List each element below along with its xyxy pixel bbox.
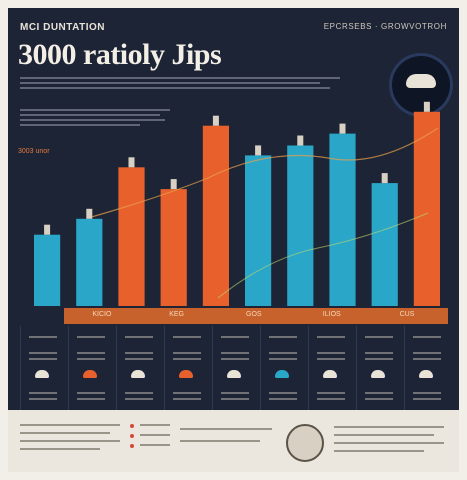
bar-figure-icon-6: [255, 145, 262, 156]
corner-tag: EPCRSEBS · GROWVOTROH: [323, 22, 447, 31]
bar-figure-icon-10: [423, 101, 430, 112]
stripe-label-1: KICIO: [92, 311, 112, 318]
cell-icon-3: [131, 370, 145, 378]
cloud-icon: [406, 74, 436, 88]
bar-figure-icon-3: [128, 157, 135, 168]
cloud-badge-icon: [392, 56, 450, 114]
bar-chart: [34, 101, 440, 306]
cell-icon-7: [323, 370, 337, 378]
stripe-label-4: ILIOS: [322, 311, 341, 318]
stripe-label-3: GOS: [246, 311, 262, 318]
poster-headline: 3000 ratioly Jips: [18, 38, 222, 72]
bar-3: [118, 167, 145, 306]
bar-figure-icon-9: [381, 173, 388, 184]
info-cell-8: [356, 326, 401, 410]
info-cell-5: [212, 326, 257, 410]
bar-2: [76, 218, 103, 306]
bar-6: [245, 155, 272, 306]
footer-panel: [8, 410, 459, 472]
bar-9: [371, 183, 398, 306]
info-cell-3: [116, 326, 161, 410]
cell-icon-2: [83, 370, 97, 378]
intro-paragraph: [20, 74, 360, 92]
cell-icon-5: [227, 370, 241, 378]
bar-7: [287, 145, 314, 306]
info-cell-1: [20, 326, 65, 410]
info-cell-2: [68, 326, 113, 410]
info-cell-4: [164, 326, 209, 410]
trend-curve-2: [217, 212, 429, 299]
headline-number: 3000: [18, 38, 83, 71]
cell-icon-8: [371, 370, 385, 378]
info-cell-6: [260, 326, 305, 410]
cell-icon-4: [179, 370, 193, 378]
bar-figure-icon-4: [170, 179, 177, 190]
bar-10: [413, 111, 440, 306]
stripe-label-2: KEG: [169, 311, 184, 318]
bar-figure-icon-5: [212, 115, 219, 126]
bar-figure-icon-7: [297, 135, 304, 146]
body-paragraph: [20, 106, 170, 129]
portrait-icon: [286, 424, 324, 462]
category-stripe: KICIO KEG GOS ILIOS CUS: [64, 308, 448, 324]
cell-icon-6: [275, 370, 289, 378]
infographic-poster: MCI DUNTATION 3000 ratioly Jips EPCRSEBS…: [8, 8, 459, 472]
bar-figure-icon-8: [339, 123, 346, 134]
bar-8: [329, 133, 356, 306]
bar-1: [34, 234, 61, 306]
bar-4: [160, 189, 187, 306]
cell-icon-9: [419, 370, 433, 378]
headline-word: ratioly Jips: [83, 38, 222, 71]
info-cell-7: [308, 326, 353, 410]
bar-figure-icon-1: [44, 224, 51, 235]
bar-5: [202, 125, 229, 306]
cell-icon-1: [35, 370, 49, 378]
bar-figure-icon-2: [86, 208, 93, 219]
scale-note: 3003 unor: [18, 148, 50, 155]
info-cell-9: [404, 326, 449, 410]
trend-curve: [87, 127, 439, 219]
stripe-label-5: CUS: [399, 311, 415, 318]
poster-kicker: MCI DUNTATION: [20, 22, 106, 33]
